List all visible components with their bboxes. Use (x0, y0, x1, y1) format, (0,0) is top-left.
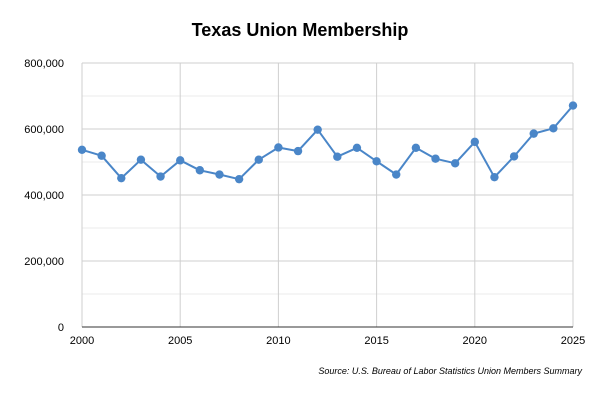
series-group (77, 101, 578, 184)
data-point (411, 143, 421, 153)
data-point (509, 152, 519, 161)
x-tick-label: 2010 (266, 335, 290, 347)
data-point (490, 172, 499, 182)
data-point (372, 157, 381, 166)
data-point (195, 166, 205, 175)
x-tick-label: 2020 (463, 335, 487, 347)
data-point (215, 170, 224, 179)
x-tick-label: 2000 (70, 335, 94, 347)
data-point (313, 125, 322, 134)
y-tick-label: 400,000 (24, 190, 64, 202)
y-tick-label: 800,000 (24, 58, 64, 70)
data-point (470, 137, 479, 147)
x-tick-label: 2025 (561, 335, 585, 347)
data-point (392, 170, 401, 179)
minor-grid (82, 95, 573, 295)
major-grid (81, 62, 574, 327)
x-tick-label: 2015 (364, 335, 388, 347)
data-point (156, 172, 165, 181)
y-tick-label: 200,000 (24, 256, 64, 268)
data-point (77, 145, 87, 154)
data-point (529, 129, 538, 138)
chart-title: Texas Union Membership (191, 20, 409, 40)
data-point (431, 154, 440, 163)
x-tick-labels: 2000 2005 2010 2015 2020 2025 (70, 335, 585, 347)
y-tick-label: 0 (58, 322, 64, 334)
x-tick-label: 2005 (168, 335, 192, 347)
data-point (450, 159, 460, 168)
data-point (352, 143, 362, 153)
source-note: Source: U.S. Bureau of Labor Statistics … (318, 366, 582, 376)
data-point (97, 151, 106, 160)
data-point (234, 174, 244, 184)
data-point (333, 152, 342, 161)
data-point (274, 143, 283, 152)
data-point (549, 124, 558, 133)
data-point (568, 101, 578, 110)
data-point (176, 156, 185, 165)
data-point (254, 155, 263, 164)
series-line (81, 104, 574, 181)
data-point (136, 155, 146, 164)
data-point (293, 146, 303, 156)
y-tick-label: 600,000 (24, 124, 64, 136)
data-point (117, 173, 126, 183)
y-tick-labels: 0 200,000 400,000 600,000 800,000 (24, 58, 64, 334)
